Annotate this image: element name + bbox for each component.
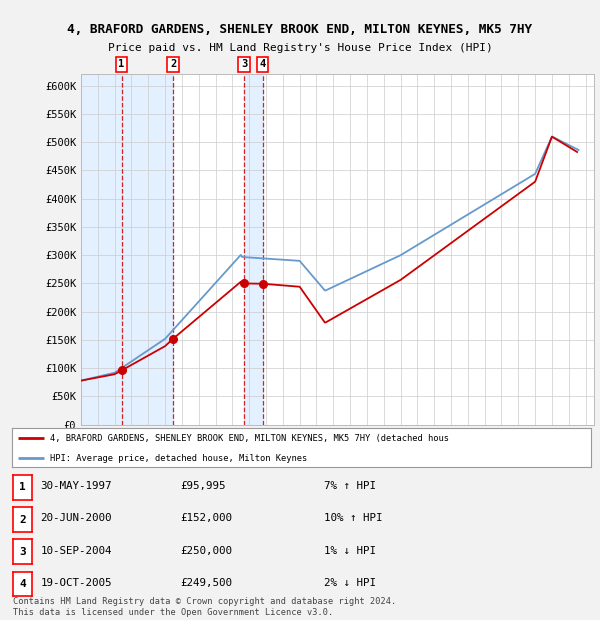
Text: 4, BRAFORD GARDENS, SHENLEY BROOK END, MILTON KEYNES, MK5 7HY: 4, BRAFORD GARDENS, SHENLEY BROOK END, M… — [67, 24, 533, 36]
Text: 10% ↑ HPI: 10% ↑ HPI — [324, 513, 383, 523]
Text: 19-OCT-2005: 19-OCT-2005 — [40, 578, 112, 588]
Text: 1: 1 — [19, 482, 26, 492]
Text: 2: 2 — [170, 59, 176, 69]
Text: £152,000: £152,000 — [180, 513, 232, 523]
Text: HPI: Average price, detached house, Milton Keynes: HPI: Average price, detached house, Milt… — [50, 454, 307, 463]
Text: 2% ↓ HPI: 2% ↓ HPI — [324, 578, 376, 588]
Bar — [81, 74, 122, 425]
Text: Price paid vs. HM Land Registry's House Price Index (HPI): Price paid vs. HM Land Registry's House … — [107, 43, 493, 53]
Text: £95,995: £95,995 — [180, 481, 226, 491]
Text: £250,000: £250,000 — [180, 546, 232, 556]
Text: 4, BRAFORD GARDENS, SHENLEY BROOK END, MILTON KEYNES, MK5 7HY (detached hous: 4, BRAFORD GARDENS, SHENLEY BROOK END, M… — [50, 433, 449, 443]
Text: 7% ↑ HPI: 7% ↑ HPI — [324, 481, 376, 491]
Text: 3: 3 — [19, 547, 26, 557]
Text: 10-SEP-2004: 10-SEP-2004 — [40, 546, 112, 556]
Bar — [244, 74, 263, 425]
Text: 3: 3 — [241, 59, 247, 69]
Text: 4: 4 — [19, 579, 26, 589]
Text: £249,500: £249,500 — [180, 578, 232, 588]
Text: 1: 1 — [118, 59, 125, 69]
Text: 2: 2 — [19, 515, 26, 525]
Text: 20-JUN-2000: 20-JUN-2000 — [40, 513, 112, 523]
Bar — [122, 74, 173, 425]
Text: 1% ↓ HPI: 1% ↓ HPI — [324, 546, 376, 556]
Text: Contains HM Land Registry data © Crown copyright and database right 2024.
This d: Contains HM Land Registry data © Crown c… — [13, 598, 397, 617]
Text: 30-MAY-1997: 30-MAY-1997 — [40, 481, 112, 491]
Text: 4: 4 — [260, 59, 266, 69]
